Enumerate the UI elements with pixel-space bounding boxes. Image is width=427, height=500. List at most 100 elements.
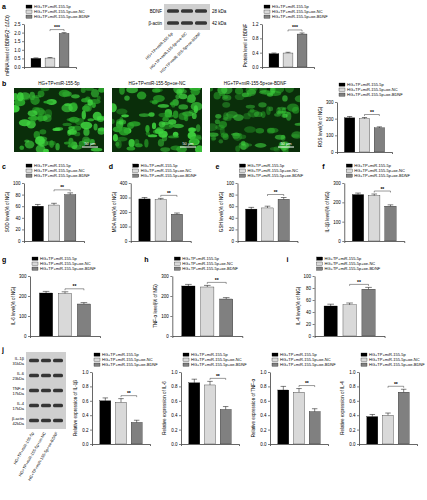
cell xyxy=(259,88,267,93)
y-tick-mark xyxy=(335,135,337,136)
y-tick-mark xyxy=(313,300,315,301)
y-tick-label: 0 xyxy=(338,239,341,244)
blot-band xyxy=(41,404,51,408)
plot-marks xyxy=(367,389,409,444)
cell xyxy=(129,139,135,147)
legend-swatch xyxy=(240,164,246,167)
blot-band xyxy=(167,21,179,25)
y-tick-mark xyxy=(313,324,315,325)
cell xyxy=(178,104,188,109)
cell xyxy=(52,128,60,131)
significance-label: ** xyxy=(274,189,278,195)
cell xyxy=(287,104,299,112)
cell xyxy=(25,141,35,149)
bar xyxy=(278,390,289,444)
cell xyxy=(155,128,164,134)
blot-band xyxy=(29,389,39,393)
legend-label: HG+TP+miR-155-5p+oe-BDNF xyxy=(369,362,425,367)
y-tick-mark xyxy=(129,227,131,228)
y-tick: 0.8 xyxy=(82,384,92,389)
y-tick-mark xyxy=(170,336,172,337)
y-tick: 2.0 xyxy=(14,31,24,36)
y-tick: 300 xyxy=(326,100,337,105)
bar xyxy=(45,58,55,67)
y-tick: 0 xyxy=(24,334,30,339)
legend-label: HG+TP+miR-155-5p+oe-BDNF xyxy=(191,362,247,367)
micrograph-caption: HG+TP+miR-155-5p+oe-NC xyxy=(129,81,187,86)
y-tick-label: 2.5 xyxy=(14,22,21,27)
blot-membrane xyxy=(164,4,210,30)
legend-swatch xyxy=(264,5,270,8)
legend: HG+TP+miR-155-5pHG+TP+miR-155-5p+oe-NCHG… xyxy=(361,352,425,367)
x-axis xyxy=(93,445,151,447)
y-tick-label: 80 xyxy=(15,193,21,198)
y-axis-title: IL-4 level(% of NG) xyxy=(296,286,301,325)
cell xyxy=(233,114,244,121)
band-label: BDNF xyxy=(150,9,163,14)
legend-swatch xyxy=(174,257,180,260)
error-bar xyxy=(371,194,377,196)
y-tick-mark xyxy=(342,222,344,223)
y-tick-label: 0.5 xyxy=(14,56,21,61)
bar xyxy=(352,195,363,241)
error-bar xyxy=(174,213,180,214)
x-axis xyxy=(315,337,385,339)
blot-band xyxy=(41,389,51,393)
bar xyxy=(116,402,127,444)
y-tick: 20 xyxy=(229,227,238,232)
y-tick-mark xyxy=(179,401,181,402)
bar xyxy=(269,54,279,67)
y-tick: 0.0 xyxy=(14,65,24,70)
y-tick-label: 1.0 xyxy=(171,370,178,375)
legend-swatch xyxy=(26,15,32,18)
legend-label: HG+TP+miR-155-5p+oe-BDNF xyxy=(182,266,238,271)
y-tick-mark xyxy=(357,372,359,373)
y-tick-label: 60 xyxy=(306,298,312,303)
error-bar xyxy=(362,118,367,119)
y-tick-mark xyxy=(22,195,24,196)
y-tick-mark xyxy=(260,38,262,39)
y-axis-line xyxy=(172,277,173,337)
cell xyxy=(43,100,53,103)
y-tick-mark xyxy=(236,241,238,242)
y-tick-label: 300 xyxy=(120,195,128,200)
error-bar xyxy=(286,52,291,54)
y-tick-label: 1.0 xyxy=(260,370,267,375)
y-tick: 100 xyxy=(226,181,237,186)
y-tick-label: 0.0 xyxy=(252,65,259,70)
y-axis: 0.00.51.01.52.02.5 xyxy=(14,22,24,70)
y-tick-label: 2.0 xyxy=(14,31,21,36)
y-tick-mark xyxy=(129,241,131,242)
y-axis-title: Relative expression of TNF-α xyxy=(251,378,256,437)
y-tick-label: 20 xyxy=(15,227,21,232)
y-tick-mark xyxy=(28,276,30,277)
blot-band xyxy=(29,419,39,423)
cell xyxy=(116,109,127,115)
figure: 0.00.51.01.52.02.5***mRNA level of BDNF(… xyxy=(0,0,427,500)
cell xyxy=(191,102,202,111)
significance-label: *** xyxy=(54,24,60,30)
legend: HG+TP+miR-155-5pHG+TP+miR-155-5p+oe-NCHG… xyxy=(26,4,90,19)
band-size: 17kDa xyxy=(12,406,24,411)
x-axis xyxy=(25,242,85,244)
y-tick-label: 0.0 xyxy=(260,442,267,447)
x-axis-line xyxy=(93,445,151,447)
y-tick-mark xyxy=(268,386,270,387)
y-tick-label: 300 xyxy=(326,100,334,105)
cell xyxy=(119,88,125,95)
cell xyxy=(223,114,234,119)
panel-label: a xyxy=(2,3,6,10)
legend-swatch xyxy=(133,174,139,177)
legend: HG+TP+miR-155-5pHG+TP+miR-155-5p+oe-NCHG… xyxy=(174,256,238,271)
y-tick-mark xyxy=(170,276,172,277)
legend-swatch xyxy=(361,363,367,366)
cell xyxy=(39,129,46,134)
bar xyxy=(309,412,320,444)
cell xyxy=(49,140,54,148)
cell xyxy=(291,131,300,138)
chart-panel: 020406080100**GSH level(% of NG)HG+TP+mi… xyxy=(216,163,304,244)
bar xyxy=(324,306,337,336)
y-tick: 300 xyxy=(161,274,172,279)
y-tick: 200 xyxy=(19,294,30,299)
cell xyxy=(295,95,300,102)
